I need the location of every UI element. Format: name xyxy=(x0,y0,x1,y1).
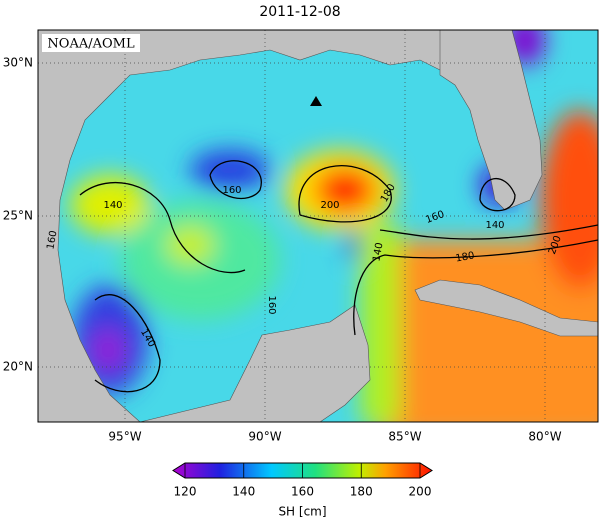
lon-label: 80°W xyxy=(528,430,561,444)
colorbar-tick-label: 160 xyxy=(291,485,314,499)
contour-label: 140 xyxy=(371,242,385,263)
source-box xyxy=(42,34,140,52)
contour-label: 180 xyxy=(455,250,476,264)
lon-label: 95°W xyxy=(108,430,141,444)
station-marker xyxy=(310,96,322,106)
map-title: 2011-12-08 xyxy=(259,4,340,20)
graticule xyxy=(38,30,598,422)
contour-label: 160 xyxy=(266,295,277,314)
contour-label: 140 xyxy=(103,200,122,211)
map-frame xyxy=(37,29,599,423)
lat-label: 25°N xyxy=(3,209,33,223)
colorbar-label: SH [cm] xyxy=(278,505,326,519)
contour-label: 160 xyxy=(45,230,59,251)
colorbar-tick-label: 200 xyxy=(409,485,432,499)
colorbar-tick-label: 120 xyxy=(174,485,197,499)
contour-label: 140 xyxy=(485,220,504,231)
land xyxy=(38,30,598,422)
contour-label: 200 xyxy=(320,200,339,211)
contours xyxy=(79,160,598,393)
lon-label: 85°W xyxy=(388,430,421,444)
colorbar-tick-label: 180 xyxy=(350,485,373,499)
contour-label: 160 xyxy=(222,185,241,196)
colorbar-tick-label: 140 xyxy=(232,485,255,499)
source-label: NOAA/AOML xyxy=(47,37,135,52)
lat-label: 20°N xyxy=(3,360,33,374)
lat-label: 30°N xyxy=(3,56,33,70)
lon-label: 90°W xyxy=(248,430,281,444)
sea-height-field xyxy=(38,30,598,422)
